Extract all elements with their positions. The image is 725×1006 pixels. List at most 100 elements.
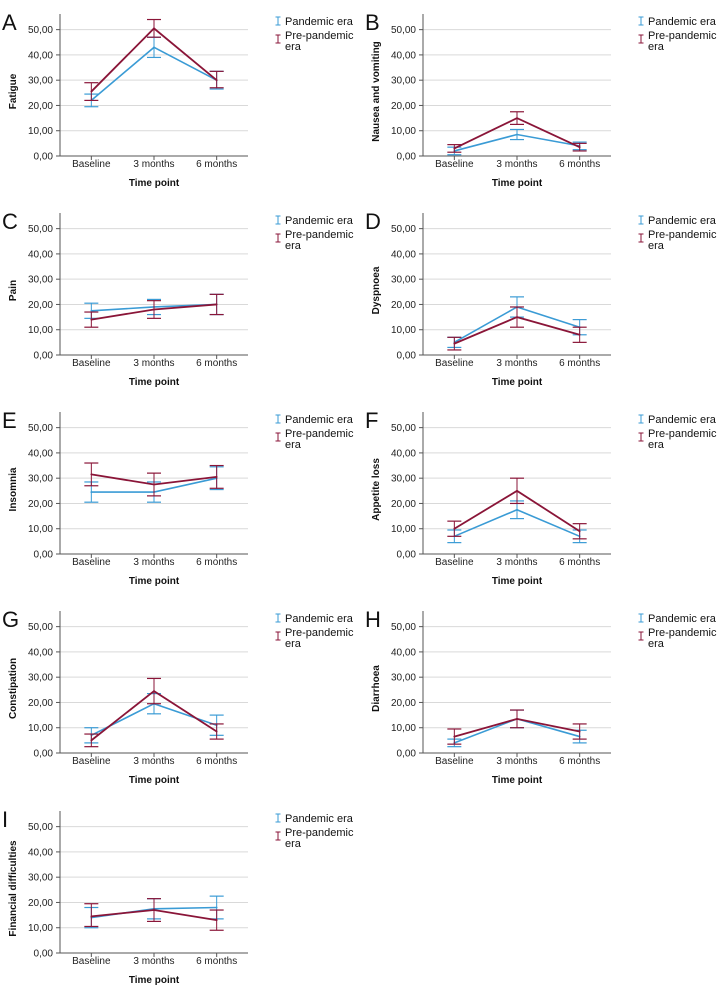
y-tick-label: 10,00 — [391, 723, 416, 734]
legend-label-line: era — [285, 41, 302, 53]
chart-panel-h: H 0,00 10,00 20,00 30,00 40,00 50,00 Baseline 3 … — [365, 607, 717, 786]
y-tick-label: 40,00 — [28, 647, 53, 658]
x-tick-label: 3 months — [133, 159, 174, 170]
data-point — [578, 146, 581, 149]
x-tick-label: Baseline — [435, 159, 474, 170]
legend-label-line: era — [648, 41, 665, 53]
data-point — [578, 730, 581, 733]
data-point — [153, 690, 155, 692]
legend-label-line: Pre-pandemic — [648, 229, 717, 241]
panel-letter: A — [2, 10, 17, 35]
chart-panel-i: I 0,00 10,00 20,00 30,00 40,00 50,00 Baseline 3 … — [2, 807, 354, 986]
data-point — [215, 79, 218, 82]
data-point — [578, 333, 581, 336]
legend-label: Pandemic era — [648, 613, 717, 625]
chart-panel-g: G 0,00 10,00 20,00 30,00 40,00 50,00 Baseline 3 … — [2, 607, 354, 786]
x-tick-label: 6 months — [196, 557, 237, 568]
chart-panel-f: F 0,00 10,00 20,00 30,00 40,00 50,00 Baseline 3 … — [365, 408, 717, 587]
data-point — [215, 303, 218, 306]
legend-label-line: Pre-pandemic — [648, 30, 717, 42]
legend-label-line: Pre-pandemic — [648, 627, 717, 639]
panel-letter: E — [2, 408, 17, 433]
y-tick-label: 10,00 — [28, 524, 53, 535]
y-axis-title: Nausea and vomiting — [371, 41, 382, 142]
x-tick-label: Baseline — [72, 358, 111, 369]
x-tick-label: Baseline — [72, 956, 111, 967]
series-pre-pandemic — [447, 306, 587, 351]
panel-letter: C — [2, 209, 18, 234]
legend-label: Pandemic era — [648, 16, 717, 28]
legend: Pandemic era Pre-pandemic era — [638, 215, 717, 252]
y-tick-label: 30,00 — [28, 275, 53, 286]
data-point — [215, 919, 218, 922]
legend: Pandemic era Pre-pandemic era — [638, 414, 717, 451]
data-point — [90, 739, 93, 742]
y-tick-label: 50,00 — [28, 224, 53, 235]
y-tick-label: 0,00 — [397, 152, 417, 163]
y-tick-label: 10,00 — [28, 723, 53, 734]
x-tick-label: Baseline — [72, 756, 111, 767]
legend-label: Pre-pandemic era — [285, 428, 354, 451]
y-tick-label: 20,00 — [28, 499, 53, 510]
y-tick-label: 50,00 — [28, 25, 53, 36]
x-tick-label: Baseline — [435, 557, 474, 568]
y-tick-label: 20,00 — [28, 698, 53, 709]
legend-label: Pandemic era — [648, 414, 717, 426]
y-tick-label: 20,00 — [28, 101, 53, 112]
x-tick-label: 3 months — [496, 557, 537, 568]
y-axis-title: Pain — [8, 280, 19, 301]
y-tick-label: 0,00 — [34, 550, 54, 561]
y-tick-label: 0,00 — [34, 949, 54, 960]
y-tick-label: 20,00 — [391, 698, 416, 709]
legend-label-line: Pre-pandemic — [285, 428, 354, 440]
legend-label-line: era — [285, 638, 302, 650]
legend: Pandemic era Pre-pandemic era — [638, 16, 717, 53]
y-tick-label: 30,00 — [28, 873, 53, 884]
x-tick-label: 6 months — [559, 159, 600, 170]
legend-label: Pre-pandemic era — [648, 627, 717, 650]
data-point — [215, 730, 218, 733]
series-pandemic — [84, 36, 224, 108]
legend-label: Pandemic era — [285, 613, 354, 625]
legend: Pandemic era Pre-pandemic era — [638, 613, 717, 650]
data-point — [153, 46, 155, 49]
chart-panel-d: D 0,00 10,00 20,00 30,00 40,00 50,00 Baseline 3 … — [365, 209, 717, 388]
data-point — [153, 27, 155, 30]
x-tick-label: 3 months — [133, 956, 174, 967]
y-tick-label: 50,00 — [391, 622, 416, 633]
legend-label: Pandemic era — [285, 414, 354, 426]
data-point — [516, 117, 518, 119]
y-tick-label: 40,00 — [28, 50, 53, 61]
x-tick-label: 6 months — [559, 358, 600, 369]
y-axis-title: Constipation — [8, 658, 19, 719]
legend-label-line: Pre-pandemic — [285, 229, 354, 241]
y-tick-label: 0,00 — [397, 351, 417, 362]
y-tick-label: 10,00 — [28, 923, 53, 934]
x-tick-label: Baseline — [72, 557, 111, 568]
x-tick-label: Baseline — [435, 756, 474, 767]
legend-label: Pre-pandemic era — [285, 627, 354, 650]
legend-label: Pre-pandemic era — [285, 827, 354, 850]
chart-panel-a: A 0,00 10,00 20,00 30,00 40,00 50,00 Baseline 3 … — [2, 10, 354, 189]
data-point — [90, 90, 93, 93]
x-tick-label: 3 months — [496, 358, 537, 369]
legend: Pandemic era Pre-pandemic era — [275, 613, 354, 650]
y-tick-label: 20,00 — [391, 499, 416, 510]
y-tick-label: 50,00 — [28, 423, 53, 434]
series-pre-pandemic — [84, 898, 224, 931]
y-tick-label: 50,00 — [28, 822, 53, 833]
x-tick-label: Baseline — [435, 358, 474, 369]
series-pre-pandemic — [447, 709, 587, 745]
panel-letter: B — [365, 10, 380, 35]
x-tick-label: 6 months — [196, 358, 237, 369]
chart-panel-e: E 0,00 10,00 20,00 30,00 40,00 50,00 Baseline 3 … — [2, 408, 354, 587]
legend-label-line: Pre-pandemic — [285, 627, 354, 639]
y-tick-label: 30,00 — [391, 673, 416, 684]
legend: Pandemic era Pre-pandemic era — [275, 813, 354, 850]
y-tick-label: 30,00 — [28, 673, 53, 684]
data-point — [578, 530, 581, 533]
data-point — [90, 491, 93, 493]
series-pre-pandemic — [84, 293, 224, 328]
x-tick-label: 3 months — [133, 557, 174, 568]
